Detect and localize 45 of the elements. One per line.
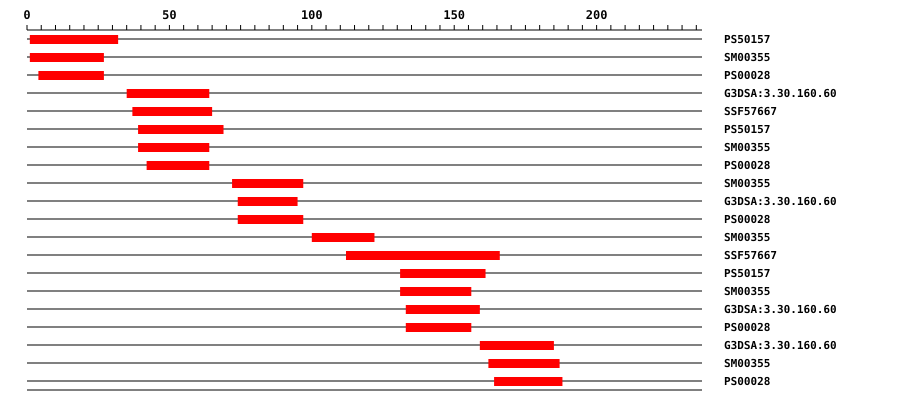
y-tick-label: G3DSA:3.30.160.60 (724, 195, 837, 208)
bar (406, 305, 480, 314)
y-tick-label: PS50157 (724, 33, 770, 46)
y-tick-label: PS00028 (724, 321, 770, 334)
bar (132, 107, 212, 116)
y-tick-label: SM00355 (724, 285, 770, 298)
y-tick-label: PS00028 (724, 69, 770, 82)
y-tick-label: G3DSA:3.30.160.60 (724, 303, 837, 316)
y-tick-label: G3DSA:3.30.160.60 (724, 87, 837, 100)
x-tick-label: 200 (586, 8, 608, 22)
x-tick-label: 150 (443, 8, 466, 22)
y-tick-label: SSF57667 (724, 249, 777, 262)
x-tick-label: 100 (300, 8, 323, 22)
y-tick-label: PS00028 (724, 213, 770, 226)
bar (312, 233, 374, 242)
x-tick-label: 0 (23, 8, 31, 22)
x-tick-label: 50 (162, 8, 177, 22)
bar (30, 53, 104, 62)
bar (238, 197, 298, 206)
bar (238, 215, 304, 224)
y-tick-label: SSF57667 (724, 105, 777, 118)
bar (30, 35, 118, 44)
y-tick-label: SM00355 (724, 51, 770, 64)
bar (400, 269, 486, 278)
bar (126, 89, 210, 98)
bar (488, 359, 560, 368)
y-tick-label: SM00355 (724, 141, 770, 154)
bar (38, 71, 104, 80)
y-tick-label: PS50157 (724, 123, 770, 136)
y-tick-label: PS50157 (724, 267, 770, 280)
y-tick-label: SM00355 (724, 231, 770, 244)
bar (494, 377, 562, 386)
bar (138, 143, 210, 152)
y-tick-label: SM00355 (724, 357, 770, 370)
bar (406, 323, 472, 332)
y-tick-label: G3DSA:3.30.160.60 (724, 339, 837, 352)
bar (138, 125, 224, 134)
bar (480, 341, 554, 350)
y-tick-label: PS00028 (724, 375, 770, 388)
y-tick-label: SM00355 (724, 177, 770, 190)
bar (346, 251, 500, 260)
bar (232, 179, 304, 188)
bar (400, 287, 472, 296)
bar (146, 161, 210, 170)
y-tick-label: PS00028 (724, 159, 770, 172)
